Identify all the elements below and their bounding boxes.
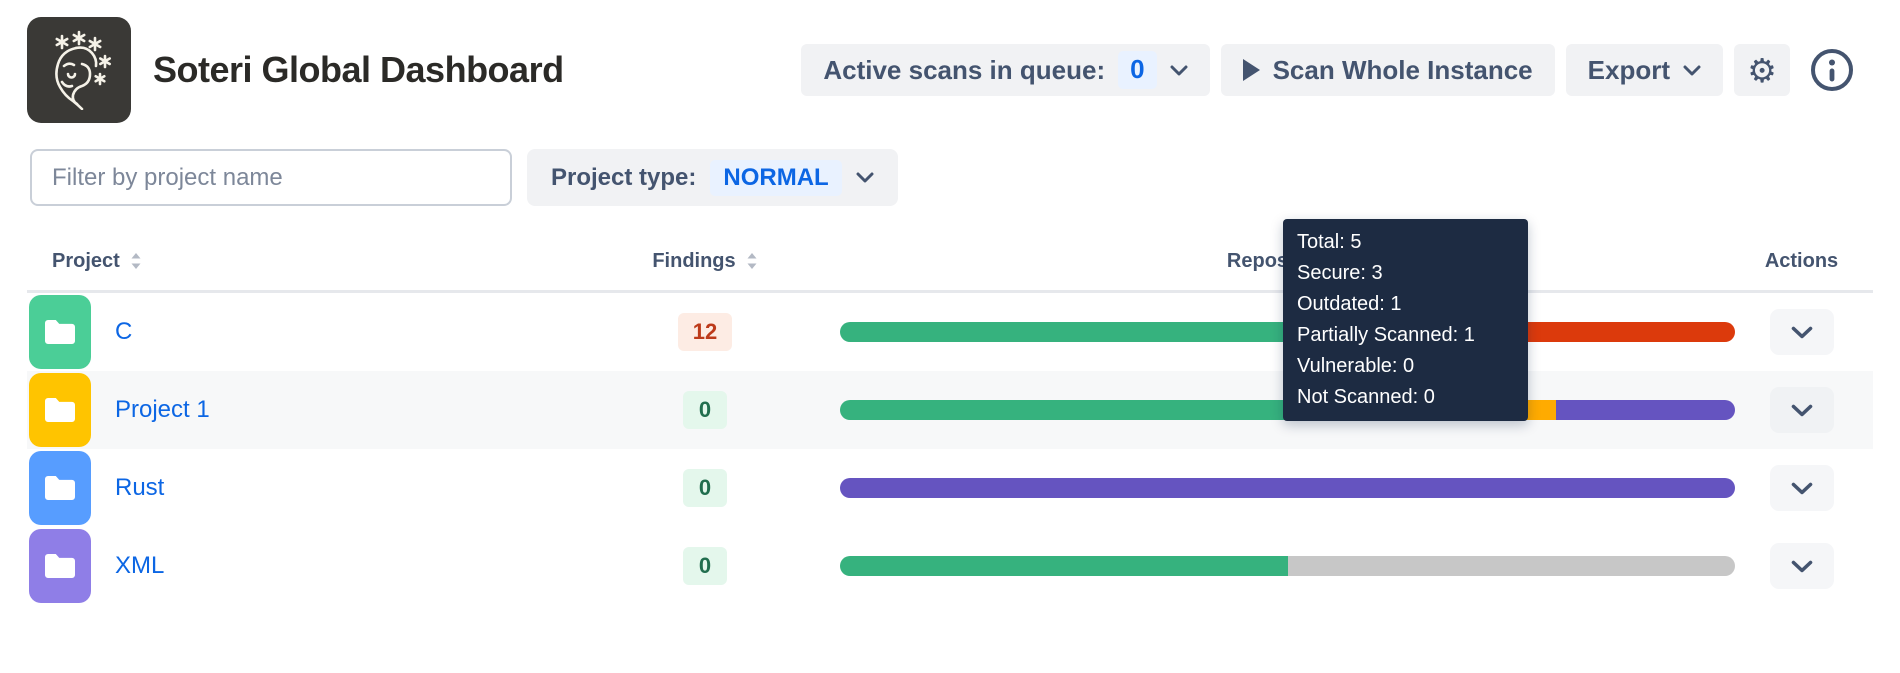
info-button[interactable] (1809, 47, 1855, 93)
column-header-findings-label: Findings (652, 249, 736, 272)
project-link[interactable]: C (115, 318, 133, 345)
row-actions-button[interactable] (1769, 543, 1834, 589)
tooltip-line: Vulnerable: 0 (1297, 355, 1415, 377)
project-link[interactable]: Project 1 (115, 396, 210, 423)
chevron-down-icon (1683, 65, 1701, 76)
info-icon (1811, 49, 1853, 91)
sort-icon (747, 253, 757, 269)
findings-count-badge: 0 (683, 391, 727, 429)
column-header-actions: Actions (1735, 250, 1868, 273)
tooltip-line: Total: 5 (1297, 231, 1362, 253)
repo-status-segment-secure[interactable] (840, 400, 1377, 420)
repo-status-segment-secure[interactable] (840, 322, 1377, 342)
repo-status-segment-secure[interactable] (840, 556, 1288, 576)
findings-count-badge: 0 (683, 547, 727, 585)
project-folder-avatar (29, 451, 91, 525)
chevron-down-icon (856, 172, 874, 183)
table-row: XML 0 (27, 527, 1873, 605)
tooltip-line: Outdated: 1 (1297, 293, 1402, 315)
project-cell: C (27, 295, 620, 369)
project-filter-input[interactable] (30, 149, 512, 206)
filter-bar: Project type: NORMAL (0, 123, 1900, 206)
repo-status-bar-cell (840, 478, 1735, 498)
column-header-findings[interactable]: Findings (620, 250, 790, 273)
table-row: C 12 (27, 293, 1873, 371)
column-header-project[interactable]: Project (27, 250, 620, 273)
chevron-down-icon (1791, 404, 1812, 416)
project-folder-avatar (29, 373, 91, 447)
project-cell: XML (27, 529, 620, 603)
repo-status-bar[interactable] (840, 556, 1735, 576)
project-cell: Project 1 (27, 373, 620, 447)
export-button[interactable]: Export (1565, 44, 1723, 96)
project-folder-avatar (29, 529, 91, 603)
repo-status-tooltip: Total: 5 Secure: 3 Outdated: 1 Partially Sc… (1283, 219, 1528, 421)
queue-label: Active scans in queue: (823, 54, 1106, 85)
settings-button[interactable]: ⚙ (1734, 44, 1790, 96)
table-header-row: Project Findings Repositories Actions (27, 232, 1873, 293)
column-header-project-label: Project (52, 249, 120, 272)
row-actions-button[interactable] (1769, 465, 1834, 511)
project-cell: Rust (27, 451, 620, 525)
page-title: Soteri Global Dashboard (153, 49, 564, 90)
tooltip-line: Not Scanned: 0 (1297, 386, 1435, 408)
tooltip-line: Secure: 3 (1297, 262, 1383, 284)
project-type-dropdown[interactable]: Project type: NORMAL (527, 149, 898, 206)
queue-count-badge: 0 (1118, 51, 1157, 89)
repo-status-segment-not_scanned[interactable] (1287, 556, 1735, 576)
projects-table: Project Findings Repositories Actions (27, 232, 1873, 605)
chevron-down-icon (1170, 65, 1188, 76)
chevron-down-icon (1791, 482, 1812, 494)
findings-count-badge: 12 (677, 313, 733, 351)
column-header-actions-label: Actions (1764, 249, 1839, 272)
folder-icon (45, 476, 75, 500)
table-row: Rust 0 (27, 449, 1873, 527)
chevron-down-icon (1791, 560, 1812, 572)
findings-count-badge: 0 (683, 469, 727, 507)
chevron-down-icon (1791, 326, 1812, 338)
row-actions-button[interactable] (1769, 387, 1834, 433)
gear-icon: ⚙ (1747, 51, 1777, 89)
project-link[interactable]: Rust (115, 474, 165, 501)
row-actions-button[interactable] (1769, 309, 1834, 355)
table-body: C 12 Project 1 0 (27, 293, 1873, 605)
project-folder-avatar (29, 295, 91, 369)
folder-icon (45, 554, 75, 578)
folder-icon (45, 398, 75, 422)
soteri-logo (27, 17, 131, 123)
scan-whole-instance-button[interactable]: Scan Whole Instance (1220, 44, 1555, 96)
scan-label: Scan Whole Instance (1272, 54, 1533, 85)
header-actions: Active scans in queue: 0 Scan Whole Inst… (801, 44, 1855, 96)
project-link[interactable]: XML (115, 552, 165, 579)
export-label: Export (1587, 54, 1670, 85)
sort-icon (131, 253, 141, 269)
project-type-value-badge: NORMAL (710, 159, 842, 196)
table-row: Project 1 0 (27, 371, 1873, 449)
top-bar: Soteri Global Dashboard Active scans in … (0, 0, 1900, 123)
folder-icon (45, 320, 75, 344)
active-scans-queue-button[interactable]: Active scans in queue: 0 (801, 44, 1210, 96)
soteri-face-illustration (55, 30, 111, 110)
project-type-label: Project type: (551, 163, 697, 191)
repo-status-bar[interactable] (840, 478, 1735, 498)
play-icon (1242, 59, 1260, 81)
repo-status-segment-partially_scanned[interactable] (840, 478, 1735, 498)
repo-status-bar-cell (840, 556, 1735, 576)
repo-status-segment-partially_scanned[interactable] (1556, 400, 1735, 420)
tooltip-line: Partially Scanned: 1 (1297, 324, 1475, 346)
